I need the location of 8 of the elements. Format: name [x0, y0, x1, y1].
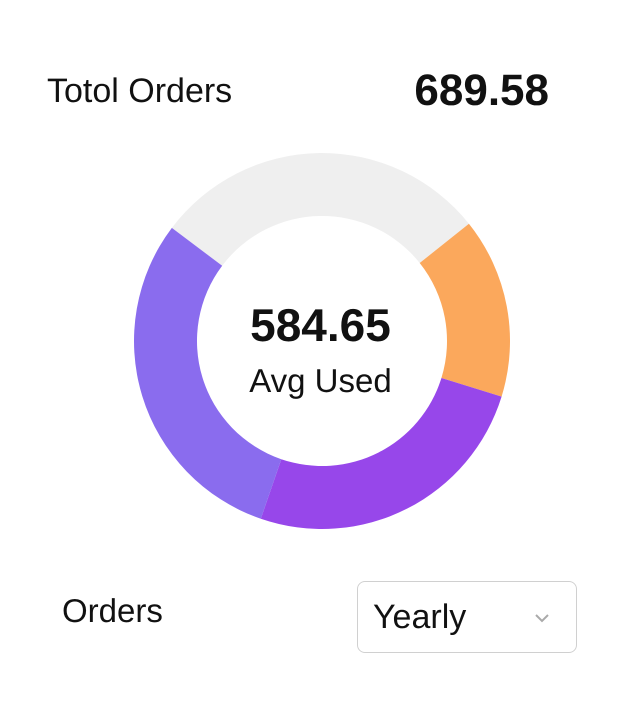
chart-title: Totol Orders: [47, 72, 232, 111]
donut-slice: [172, 153, 469, 266]
dropdown-field: Yearly: [357, 581, 577, 653]
text: Avg Used: [248, 362, 393, 400]
text: 584.65: [249, 298, 392, 352]
text: Orders: [62, 592, 163, 630]
donut-slice: [420, 224, 510, 397]
text: 689.58: [414, 66, 549, 116]
